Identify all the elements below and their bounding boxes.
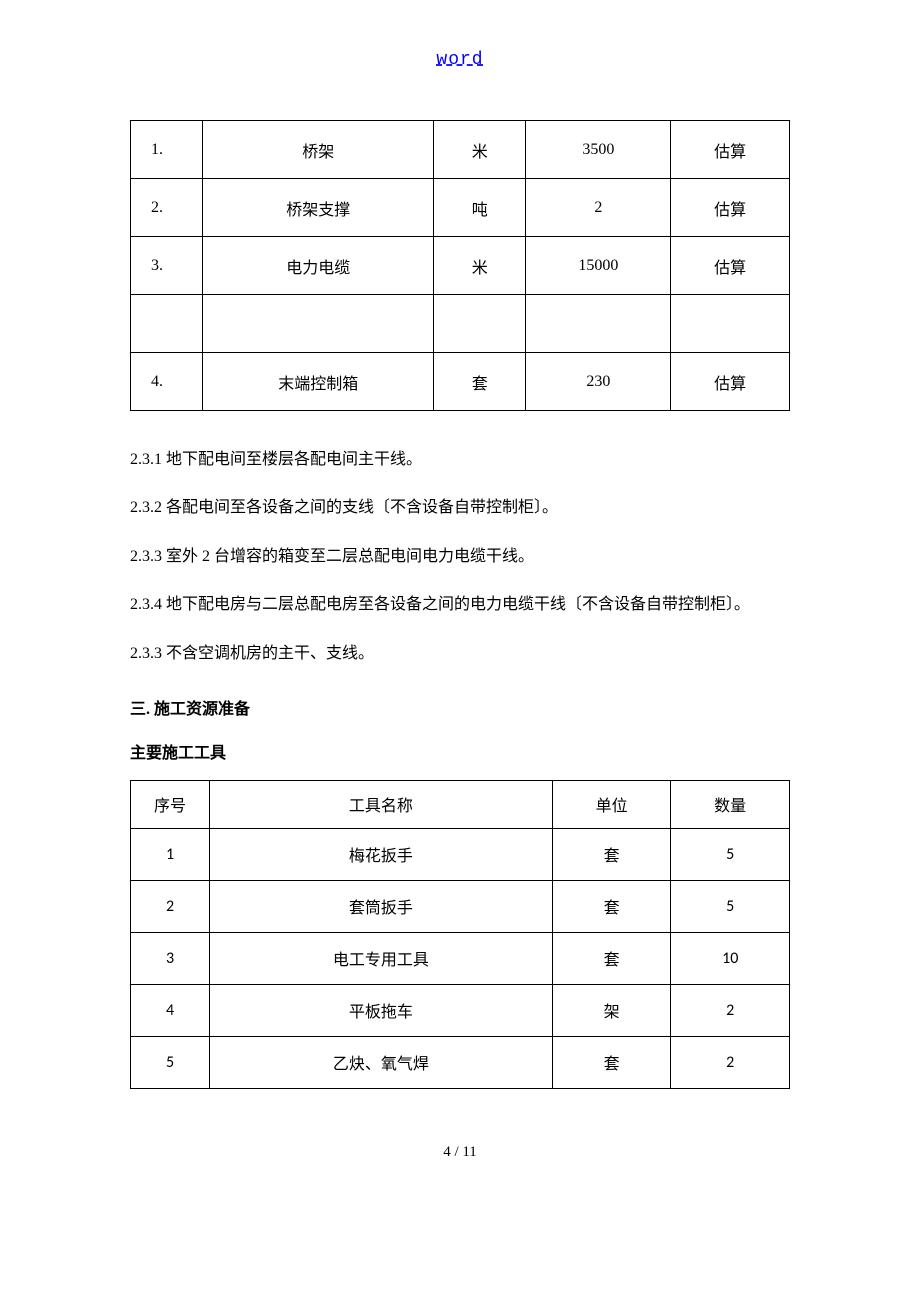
cell-unit: 套 bbox=[434, 353, 526, 411]
table-row: 1梅花扳手套5 bbox=[131, 828, 790, 880]
cell-unit: 米 bbox=[434, 237, 526, 295]
tools-header-row: 序号 工具名称 单位 数量 bbox=[131, 780, 790, 828]
table-row: 2.桥架支撑吨2估算 bbox=[131, 179, 790, 237]
page-footer: 4 / 11 bbox=[0, 1144, 920, 1161]
cell-note: 估算 bbox=[671, 179, 790, 237]
cell-unit bbox=[434, 295, 526, 353]
tools-table: 序号 工具名称 单位 数量 1梅花扳手套52套筒扳手套53电工专用工具套104平… bbox=[130, 780, 790, 1089]
cell-qty bbox=[526, 295, 671, 353]
cell-unit: 套 bbox=[552, 828, 671, 880]
cell-name: 梅花扳手 bbox=[210, 828, 553, 880]
cell-unit: 米 bbox=[434, 121, 526, 179]
table-row: 4平板拖车架2 bbox=[131, 984, 790, 1036]
cell-qty: 3500 bbox=[526, 121, 671, 179]
cell-unit: 架 bbox=[552, 984, 671, 1036]
para-2-3-3: 2.3.3 室外 2 台增容的箱变至二层总配电间电力电缆干线。 bbox=[130, 538, 790, 576]
cell-unit: 吨 bbox=[434, 179, 526, 237]
cell-qty: 5 bbox=[671, 880, 790, 932]
section-3-subtitle: 主要施工工具 bbox=[130, 735, 790, 773]
cell-name bbox=[203, 295, 434, 353]
para-2-3-4: 2.3.4 地下配电房与二层总配电房至各设备之间的电力电缆干线〔不含设备自带控制… bbox=[130, 586, 790, 624]
cell-no: 3 bbox=[131, 932, 210, 984]
paragraph-block: 2.3.1 地下配电间至楼层各配电间主干线。 2.3.2 各配电间至各设备之间的… bbox=[130, 441, 790, 673]
cell-name: 末端控制箱 bbox=[203, 353, 434, 411]
cell-unit: 套 bbox=[552, 880, 671, 932]
cell-qty: 10 bbox=[671, 932, 790, 984]
cell-qty: 2 bbox=[671, 1036, 790, 1088]
cell-name: 乙炔、氧气焊 bbox=[210, 1036, 553, 1088]
cell-qty: 5 bbox=[671, 828, 790, 880]
tools-col-unit: 单位 bbox=[552, 780, 671, 828]
header-link-text[interactable]: word bbox=[436, 50, 483, 70]
cell-name: 桥架支撑 bbox=[203, 179, 434, 237]
table-row: 4.末端控制箱套230估算 bbox=[131, 353, 790, 411]
table-row bbox=[131, 295, 790, 353]
table-row: 2套筒扳手套5 bbox=[131, 880, 790, 932]
page-header: word bbox=[0, 50, 920, 70]
cell-note: 估算 bbox=[671, 353, 790, 411]
cell-no: 4 bbox=[131, 984, 210, 1036]
table-row: 5乙炔、氧气焊套2 bbox=[131, 1036, 790, 1088]
para-2-3-2: 2.3.2 各配电间至各设备之间的支线〔不含设备自带控制柜〕。 bbox=[130, 489, 790, 527]
section-3-title: 三. 施工资源准备 bbox=[130, 691, 790, 729]
cell-no: 5 bbox=[131, 1036, 210, 1088]
para-2-3-1: 2.3.1 地下配电间至楼层各配电间主干线。 bbox=[130, 441, 790, 479]
cell-no: 1 bbox=[131, 828, 210, 880]
cell-note: 估算 bbox=[671, 121, 790, 179]
cell-qty: 15000 bbox=[526, 237, 671, 295]
tools-col-qty: 数量 bbox=[671, 780, 790, 828]
cell-name: 电力电缆 bbox=[203, 237, 434, 295]
cell-unit: 套 bbox=[552, 1036, 671, 1088]
page-content: 1.桥架米3500估算2.桥架支撑吨2估算3.电力电缆米15000估算4.末端控… bbox=[0, 120, 920, 1089]
cell-no: 2. bbox=[131, 179, 203, 237]
tools-col-no: 序号 bbox=[131, 780, 210, 828]
table-row: 3.电力电缆米15000估算 bbox=[131, 237, 790, 295]
cell-name: 桥架 bbox=[203, 121, 434, 179]
cell-qty: 2 bbox=[526, 179, 671, 237]
cell-name: 套筒扳手 bbox=[210, 880, 553, 932]
page-number: 4 / 11 bbox=[443, 1144, 477, 1160]
cell-no: 1. bbox=[131, 121, 203, 179]
para-2-3-3b: 2.3.3 不含空调机房的主干、支线。 bbox=[130, 635, 790, 673]
cell-no bbox=[131, 295, 203, 353]
materials-table: 1.桥架米3500估算2.桥架支撑吨2估算3.电力电缆米15000估算4.末端控… bbox=[130, 120, 790, 411]
cell-note bbox=[671, 295, 790, 353]
cell-no: 4. bbox=[131, 353, 203, 411]
tools-col-name: 工具名称 bbox=[210, 780, 553, 828]
cell-unit: 套 bbox=[552, 932, 671, 984]
cell-name: 平板拖车 bbox=[210, 984, 553, 1036]
cell-qty: 230 bbox=[526, 353, 671, 411]
cell-qty: 2 bbox=[671, 984, 790, 1036]
table-row: 1.桥架米3500估算 bbox=[131, 121, 790, 179]
table-row: 3电工专用工具套10 bbox=[131, 932, 790, 984]
cell-name: 电工专用工具 bbox=[210, 932, 553, 984]
cell-note: 估算 bbox=[671, 237, 790, 295]
cell-no: 3. bbox=[131, 237, 203, 295]
cell-no: 2 bbox=[131, 880, 210, 932]
